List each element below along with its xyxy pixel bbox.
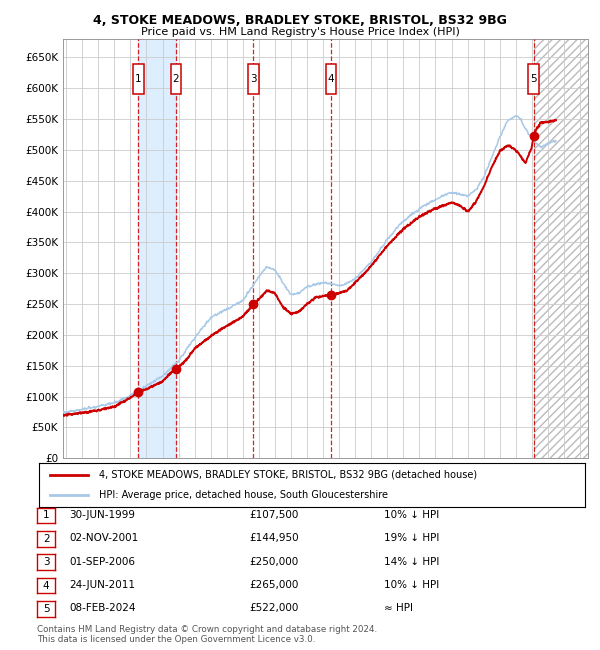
Text: HPI: Average price, detached house, South Gloucestershire: HPI: Average price, detached house, Sout…	[99, 490, 388, 500]
Text: 2: 2	[173, 74, 179, 84]
Text: £144,950: £144,950	[249, 533, 299, 543]
Text: £107,500: £107,500	[249, 510, 298, 520]
Text: Contains HM Land Registry data © Crown copyright and database right 2024.: Contains HM Land Registry data © Crown c…	[37, 625, 377, 634]
Bar	[533, 39, 588, 458]
Text: 24-JUN-2011: 24-JUN-2011	[69, 580, 135, 590]
Text: 08-FEB-2024: 08-FEB-2024	[69, 603, 136, 614]
Text: 01-SEP-2006: 01-SEP-2006	[69, 556, 135, 567]
Text: 2: 2	[43, 534, 50, 544]
Text: ≈ HPI: ≈ HPI	[384, 603, 413, 614]
Text: 10% ↓ HPI: 10% ↓ HPI	[384, 580, 439, 590]
Text: £250,000: £250,000	[249, 556, 298, 567]
Text: 19% ↓ HPI: 19% ↓ HPI	[384, 533, 439, 543]
Text: 3: 3	[250, 74, 257, 84]
FancyBboxPatch shape	[326, 64, 336, 94]
Text: 1: 1	[135, 74, 142, 84]
FancyBboxPatch shape	[133, 64, 143, 94]
Text: Price paid vs. HM Land Registry's House Price Index (HPI): Price paid vs. HM Land Registry's House …	[140, 27, 460, 37]
Text: 4: 4	[328, 74, 334, 84]
Bar	[139, 39, 176, 458]
Text: 30-JUN-1999: 30-JUN-1999	[69, 510, 135, 520]
Text: 4, STOKE MEADOWS, BRADLEY STOKE, BRISTOL, BS32 9BG (detached house): 4, STOKE MEADOWS, BRADLEY STOKE, BRISTOL…	[99, 470, 477, 480]
Text: 3: 3	[43, 557, 50, 567]
Text: 5: 5	[43, 604, 50, 614]
Text: 14% ↓ HPI: 14% ↓ HPI	[384, 556, 439, 567]
Text: £265,000: £265,000	[249, 580, 298, 590]
FancyBboxPatch shape	[248, 64, 259, 94]
Text: 1: 1	[43, 510, 50, 521]
FancyBboxPatch shape	[171, 64, 181, 94]
FancyBboxPatch shape	[529, 64, 539, 94]
Text: £522,000: £522,000	[249, 603, 298, 614]
Text: 4: 4	[43, 580, 50, 591]
Text: 5: 5	[530, 74, 537, 84]
Text: 10% ↓ HPI: 10% ↓ HPI	[384, 510, 439, 520]
Text: This data is licensed under the Open Government Licence v3.0.: This data is licensed under the Open Gov…	[37, 634, 316, 644]
Text: 02-NOV-2001: 02-NOV-2001	[69, 533, 138, 543]
Text: 4, STOKE MEADOWS, BRADLEY STOKE, BRISTOL, BS32 9BG: 4, STOKE MEADOWS, BRADLEY STOKE, BRISTOL…	[93, 14, 507, 27]
